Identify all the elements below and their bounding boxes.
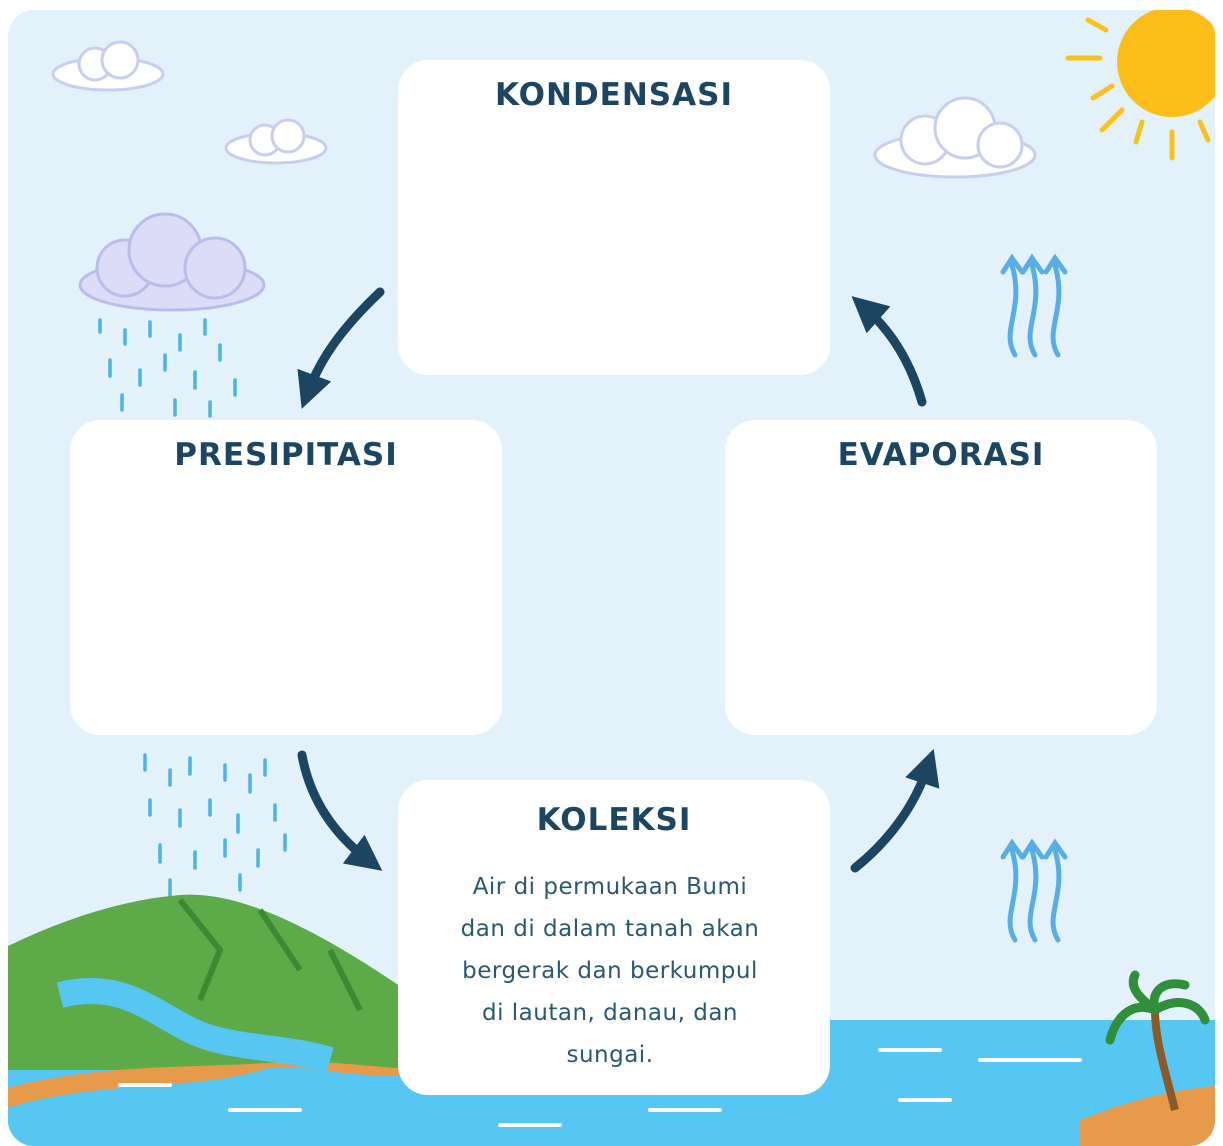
box-title: EVAPORASI (838, 437, 1045, 473)
body-text-line: bergerak dan berkumpul (462, 958, 758, 984)
box-presipitasi: PRESIPITASI (70, 420, 502, 735)
water-cycle-diagram: KONDENSASI PRESIPITASI EVAPORASI KOLEKSI… (0, 0, 1223, 1146)
box-evaporasi: EVAPORASI (725, 420, 1157, 735)
body-text-line: di lautan, danau, dan (482, 1000, 738, 1026)
box-title: PRESIPITASI (174, 437, 397, 473)
box-title: KONDENSASI (495, 77, 733, 113)
body-text-line: sungai. (566, 1042, 653, 1068)
box-koleksi: KOLEKSI Air di permukaan Bumi dan di dala… (398, 780, 830, 1095)
box-title: KOLEKSI (537, 802, 692, 838)
body-text-line: Air di permukaan Bumi (473, 874, 748, 900)
box-kondensasi: KONDENSASI (398, 60, 830, 375)
page: {"diagram": {"boxes": [ {"title": "KONDE… (0, 0, 1223, 1146)
body-text-line: dan di dalam tanah akan (461, 916, 760, 942)
